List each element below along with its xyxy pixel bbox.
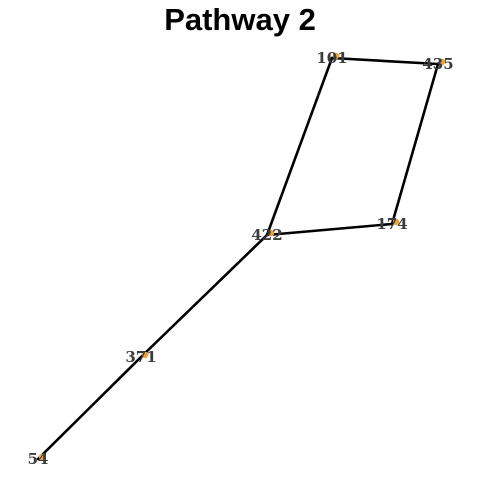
- node-label: 371: [125, 348, 156, 366]
- node-marker: [438, 58, 446, 66]
- node-marker: [332, 52, 340, 60]
- node-422: 422: [251, 226, 282, 244]
- node-435: 435: [422, 55, 453, 73]
- node-label: 422: [251, 226, 282, 244]
- edge-422-371: [139, 233, 269, 359]
- node-marker: [38, 453, 46, 461]
- node-label: 101: [316, 49, 347, 67]
- edge-422-101: [265, 56, 334, 237]
- node-54: 54: [28, 450, 49, 468]
- node-marker: [267, 229, 275, 237]
- edge-371-54: [36, 355, 143, 461]
- node-layer: 101 435 174 422 371 54: [28, 49, 454, 468]
- diagram-title: Pathway 2: [164, 2, 316, 37]
- edge-435-174: [390, 62, 440, 226]
- node-371: 371: [125, 348, 156, 366]
- node-marker: [141, 351, 149, 359]
- node-174: 174: [376, 215, 407, 233]
- node-marker: [392, 218, 400, 226]
- node-101: 101: [316, 49, 347, 67]
- node-label: 174: [376, 215, 407, 233]
- edge-174-422: [265, 222, 394, 237]
- edge-101-435: [330, 56, 440, 66]
- node-label: 435: [422, 55, 453, 73]
- edge-layer: [36, 56, 440, 461]
- node-label: 54: [28, 450, 49, 468]
